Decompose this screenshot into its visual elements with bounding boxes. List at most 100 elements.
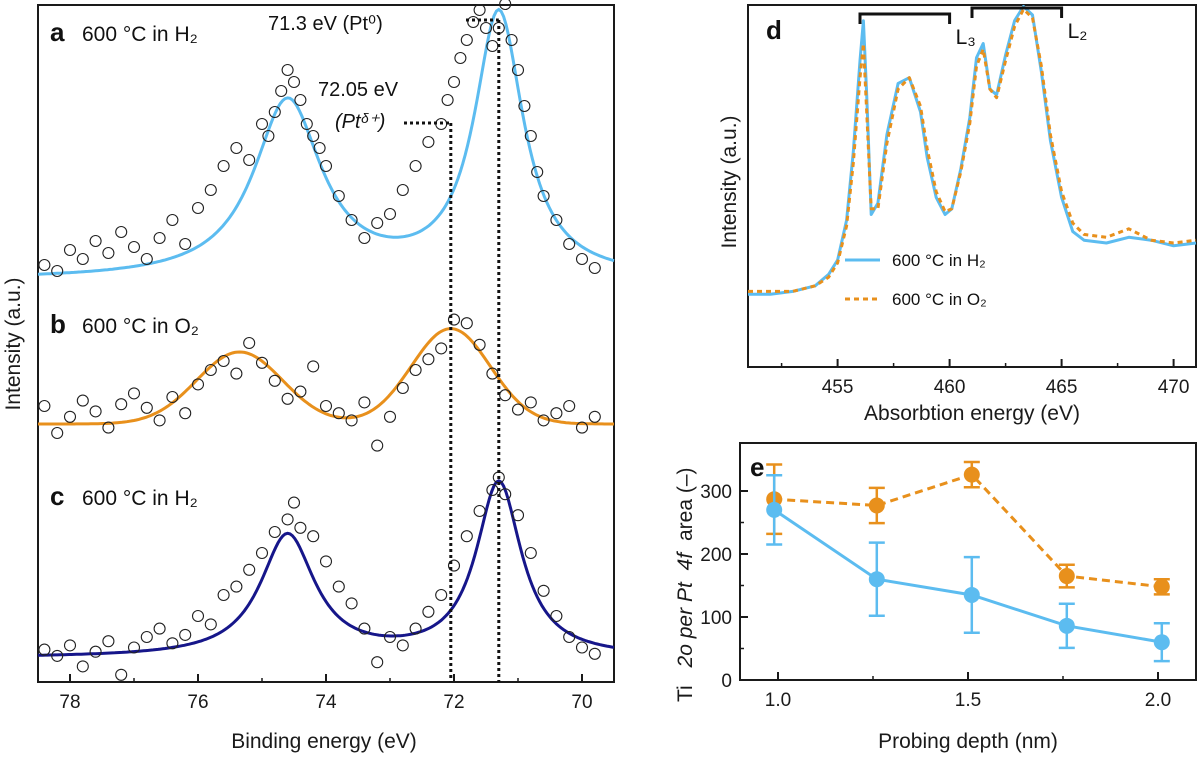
annotation-ptd-energy: 72.05 eV: [318, 79, 399, 101]
xps-point-b: [230, 367, 243, 380]
y-label-part-2o: 2o per Pt: [674, 581, 697, 668]
xps-point-b: [204, 363, 217, 377]
annotation-pt0: 71.3 eV (Pt⁰): [268, 13, 383, 35]
xps-point-a: [307, 129, 320, 143]
depth-y-tick-label: 300: [700, 482, 732, 503]
xps-point-a: [563, 237, 576, 251]
xas-x-tick-label: 460: [934, 377, 966, 398]
xps-point-a: [38, 258, 51, 272]
xps-point-a: [447, 75, 461, 89]
xps-point-c: [255, 546, 269, 560]
xps-point-a: [345, 213, 358, 227]
xps-point-a: [313, 141, 326, 155]
depth-y-tick-label: 200: [700, 545, 732, 566]
xps-plot-frame: [37, 4, 615, 683]
xas-x-axis-label: Absorbtion energy (eV): [864, 402, 1080, 425]
xps-fit-curves: [37, 7, 615, 657]
depth-x-tick-label: 1.5: [955, 690, 981, 711]
xps-point-c: [422, 605, 435, 618]
xps-point-a: [588, 261, 601, 275]
xps-point-a: [575, 252, 589, 266]
xps-point-a: [409, 159, 422, 173]
xps-point-a: [191, 201, 205, 215]
xps-point-c: [409, 622, 422, 635]
xps-point-c: [524, 546, 537, 560]
xps-point-c: [217, 588, 230, 602]
xps-point-a: [287, 75, 301, 89]
xps-point-a: [524, 129, 537, 143]
xps-point-a: [243, 153, 256, 167]
xps-point-c: [153, 622, 166, 635]
xps-point-b: [281, 392, 294, 405]
xps-point-c: [319, 555, 333, 568]
xps-point-c: [537, 584, 550, 597]
xps-point-c: [89, 645, 102, 658]
xps-point-a: [300, 117, 313, 131]
xps-point-b: [473, 338, 486, 351]
xps-point-c: [435, 588, 448, 602]
xps-point-c: [140, 630, 153, 644]
annotation-ptd-species: (Ptᵟ⁺): [335, 111, 385, 133]
xps-point-b: [319, 399, 333, 413]
xps-point-b: [537, 414, 550, 427]
xps-point-b: [294, 385, 307, 398]
xps-point-b: [511, 403, 525, 416]
xps-point-b: [217, 354, 230, 368]
xps-point-c: [230, 580, 243, 593]
xps-point-c: [51, 649, 64, 662]
legend-label-o2: 600 °C in O₂: [892, 290, 987, 309]
y-label-part-ti: Ti: [674, 685, 697, 702]
depth-y-tick-label: 100: [700, 608, 732, 629]
xps-point-c: [550, 609, 563, 623]
data-point-h2: [1058, 617, 1075, 634]
xps-point-b: [191, 378, 205, 391]
data-point-h2: [963, 586, 980, 603]
xps-point-b: [255, 356, 269, 369]
xps-point-a: [319, 159, 333, 173]
xps-point-a: [486, 39, 499, 53]
xps-point-a: [230, 141, 243, 155]
xps-x-tick-label: 72: [443, 692, 464, 713]
xps-point-b: [409, 363, 422, 377]
panel-label-a: a: [50, 17, 65, 47]
xps-point-b: [563, 399, 576, 413]
xps-point-c: [115, 668, 128, 681]
xps-fit-c: [37, 479, 615, 657]
condition-label-b: 600 °C in O₂: [82, 315, 199, 338]
edge-label-l2: L₂: [1068, 20, 1088, 43]
xps-point-a: [294, 93, 307, 107]
xps-point-a: [268, 105, 281, 119]
xps-point-c: [588, 647, 601, 660]
xps-point-b: [243, 336, 256, 350]
xps-point-c: [76, 660, 89, 673]
depth-y-tick-label: 0: [721, 671, 732, 692]
xps-point-c: [371, 656, 384, 669]
xps-x-tick-label: 74: [315, 692, 337, 713]
data-point-o2: [868, 497, 885, 514]
xps-point-b: [179, 407, 192, 420]
xps-point-a: [371, 216, 384, 230]
xas-spectrum-o2: [748, 7, 1197, 293]
xps-point-a: [460, 33, 473, 47]
xps-point-b: [153, 414, 166, 427]
edge-bracket-l3: [858, 12, 952, 24]
xps-point-a: [479, 21, 493, 35]
xps-point-c: [575, 641, 589, 654]
xps-point-b: [588, 410, 601, 423]
xps-data-points: [38, 0, 601, 681]
xps-y-axis-label: Intensity (a.u.): [2, 277, 25, 410]
xps-point-a: [473, 3, 486, 17]
xas-x-tick-label: 470: [1158, 377, 1190, 398]
xps-point-b: [140, 401, 153, 414]
xas-x-tick-label: 465: [1046, 377, 1078, 398]
xps-point-b: [166, 390, 179, 404]
xps-point-c: [447, 559, 461, 572]
xps-x-tick-label: 78: [59, 692, 80, 713]
edge-label-l3: L₃: [956, 26, 976, 49]
xps-point-a: [499, 0, 512, 11]
xps-point-a: [153, 231, 166, 245]
xps-point-a: [454, 51, 467, 65]
xps-point-b: [550, 407, 563, 420]
condition-label-c: 600 °C in H₂: [82, 487, 198, 510]
xps-point-c: [307, 530, 320, 543]
